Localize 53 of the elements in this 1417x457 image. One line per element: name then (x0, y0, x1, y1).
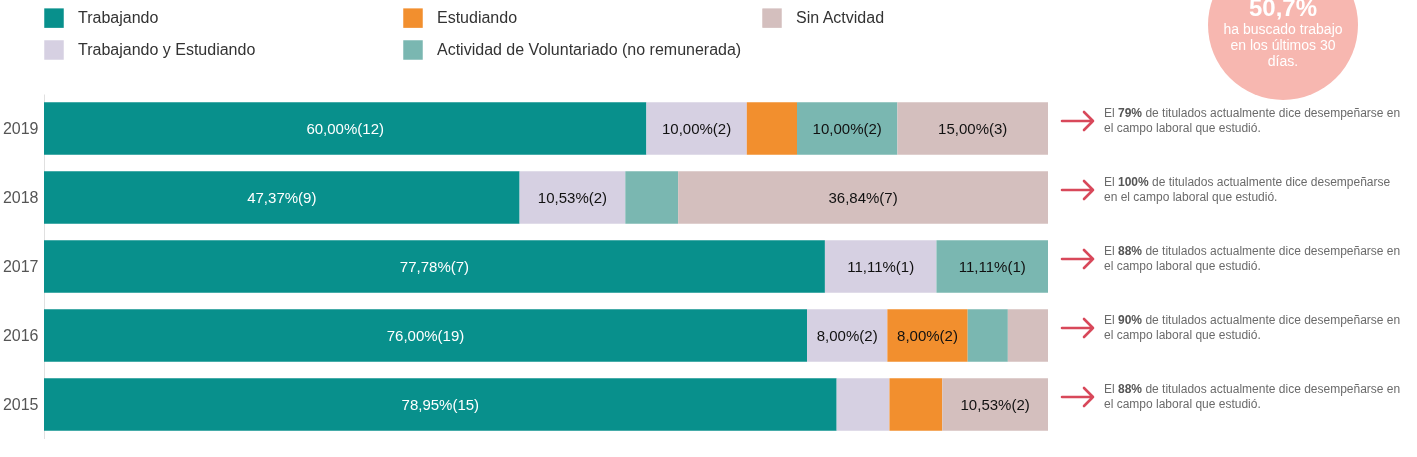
data-label: 10,00%(2) (661, 119, 732, 137)
bar (887, 309, 968, 362)
data-label: 10,53%(2) (537, 188, 608, 206)
bar (797, 102, 898, 155)
legend-label: Actividad de Voluntariado (no remunerada) (437, 41, 742, 58)
text: 50,7% (1247, 0, 1319, 21)
legend-label: Estudiando (437, 9, 518, 27)
legend-label: Sin Actvidad (796, 9, 885, 27)
bar (746, 102, 797, 155)
bar (824, 240, 937, 293)
text: El 88% de titulados actualmente dice desempeñarse en el campo laboral que estudió. (1104, 381, 1401, 411)
data-label: 10,00%(2) (812, 119, 882, 137)
legend-label: Trabajando y Estudiando (78, 41, 256, 58)
y-tick-label: 2019 (2, 119, 39, 137)
bar (942, 378, 1048, 431)
bar (44, 378, 837, 431)
data-label: 10,53%(2) (960, 395, 1030, 413)
y-tick-label: 2017 (2, 257, 39, 275)
data-label: 15,00%(3) (938, 119, 1008, 137)
data-label: 11,11%(1) (847, 257, 915, 275)
text: El 100% de titulados actualmente dice desempeñarse en el campo laboral que estudió. (1104, 174, 1391, 204)
bar (1007, 309, 1048, 362)
data-label: 60,00%(12) (306, 119, 384, 137)
data-label: 47,37%(9) (247, 188, 317, 206)
text: El 88% de titulados actualmente dice desempeñarse en el campo laboral que estudió. (1104, 243, 1401, 273)
data-label: 8,00%(2) (816, 326, 878, 344)
bar (44, 171, 520, 224)
bar (897, 102, 1048, 155)
data-label: 77,78%(7) (399, 257, 470, 275)
data-label: 78,95%(15) (401, 395, 480, 413)
data-label: 11,11%(1) (958, 257, 1026, 275)
bar (889, 378, 943, 431)
bar (836, 378, 890, 431)
bar (646, 102, 747, 155)
bar (967, 309, 1008, 362)
bar (678, 171, 1048, 224)
y-tick-label: 2015 (2, 395, 39, 413)
bar (519, 171, 626, 224)
data-label: 8,00%(2) (897, 326, 958, 344)
text: El 90% de titulados actualmente dice desempeñarse en el campo laboral que estudió. (1104, 312, 1401, 342)
y-tick-label: 2018 (2, 188, 39, 206)
data-label: 36,84%(7) (828, 188, 898, 206)
bar (44, 309, 808, 362)
bar (44, 102, 647, 155)
text: ha buscado trabajo en los últimos 30 días. (1222, 21, 1344, 69)
bar (44, 240, 825, 293)
legend-label: Trabajando (78, 9, 159, 27)
bar (807, 309, 888, 362)
text: El 79% de titulados actualmente dice desempeñarse en el campo laboral que estudió. (1104, 105, 1401, 135)
bar (625, 171, 679, 224)
y-tick-label: 2016 (2, 326, 39, 344)
bar (936, 240, 1048, 293)
data-label: 76,00%(19) (386, 326, 465, 344)
